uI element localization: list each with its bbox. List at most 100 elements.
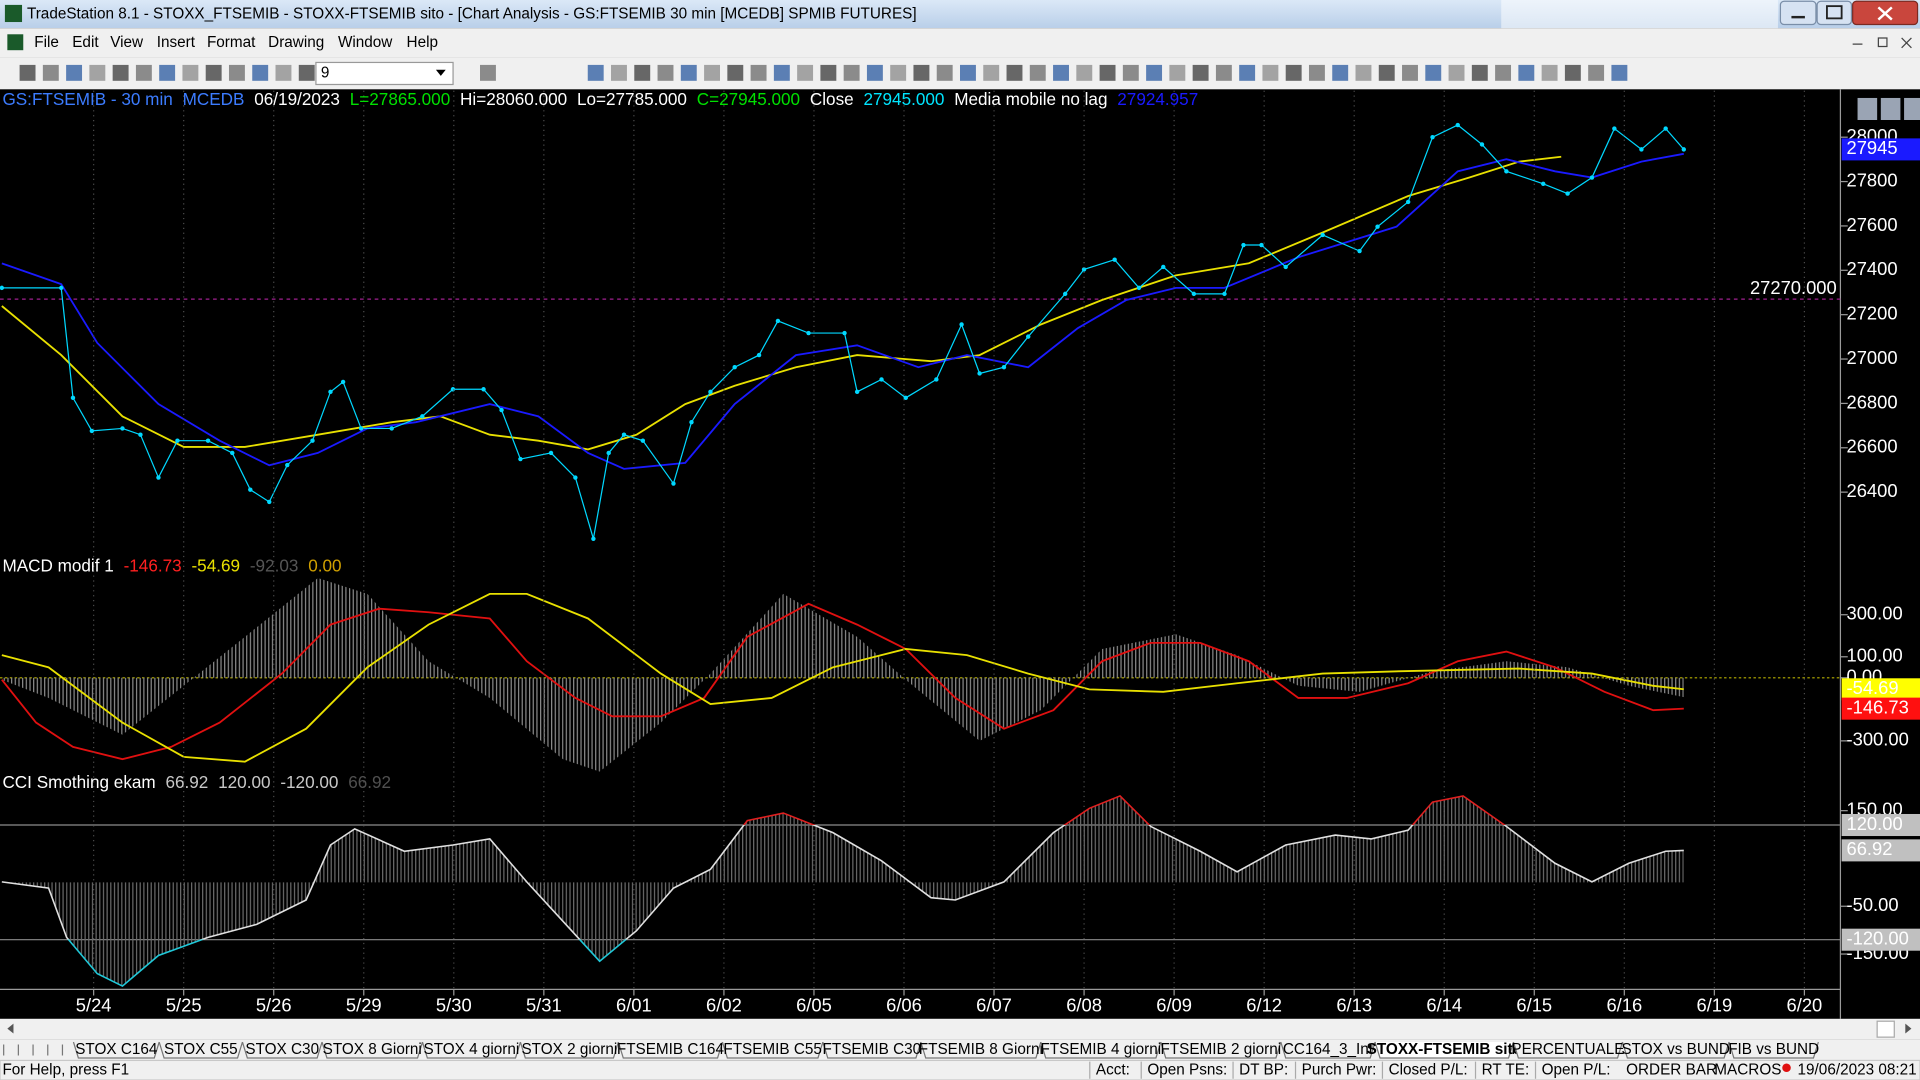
toolbar-icon[interactable] [1122,64,1139,81]
toolbar-icon[interactable] [159,64,176,81]
menu-item[interactable]: Window [338,34,393,51]
toolbar-icon[interactable] [19,64,36,81]
scroll-left[interactable] [7,1023,14,1034]
toolbar-icon[interactable] [1564,64,1581,81]
tab-label[interactable]: PERCENTUALE [1511,1041,1624,1058]
toolbar-icon[interactable] [1099,64,1116,81]
toolbar-icon[interactable] [1402,64,1418,81]
scroll-right[interactable] [1905,1023,1912,1034]
toolbar-icon[interactable] [112,64,129,81]
status-order-bar[interactable]: ORDER BAR [1626,1061,1717,1078]
status-macros[interactable]: MACROS [1714,1061,1781,1078]
tab-label[interactable]: FTSEMIB 2 giorni [1160,1041,1281,1058]
tab-label[interactable]: FTSEMIB C164 [617,1041,725,1058]
tab[interactable] [321,1041,424,1059]
toolbar-icon[interactable] [1541,64,1558,81]
toolbar-icon[interactable] [66,64,83,81]
toolbar-icon[interactable] [1239,64,1256,81]
toolbar-icon[interactable] [913,64,930,81]
toolbar-icon[interactable] [42,64,59,81]
toolbar-icon[interactable] [611,64,627,81]
toolbar-icon[interactable] [298,64,315,81]
toolbar-icon[interactable] [1215,64,1232,81]
tab-label[interactable]: STOX C30 [245,1041,319,1058]
tab[interactable] [1040,1041,1162,1059]
menu-item[interactable]: View [110,34,144,51]
menu-item[interactable]: Help [407,34,438,51]
toolbar-icon[interactable] [1332,64,1349,81]
interval-combo[interactable] [315,61,454,86]
tab-label[interactable]: STOX 4 giorni [424,1041,520,1058]
toolbar-icon[interactable] [135,64,152,81]
toolbar-icon[interactable] [1471,64,1488,81]
mdi-controls[interactable] [1852,37,1912,49]
toolbar-icon[interactable] [182,64,199,81]
toolbar-icon[interactable] [727,64,744,81]
tab[interactable] [822,1041,922,1059]
tab-label[interactable]: STOX C164 [75,1041,158,1058]
toolbar-icon[interactable] [275,64,292,81]
toolbar-icon[interactable] [1355,64,1372,81]
tab-label[interactable]: STOXX-FTSEMIB sito [1367,1041,1522,1058]
toolbar-icon[interactable] [480,64,496,81]
toolbar-icon[interactable] [1169,64,1186,81]
chart-max-button[interactable] [1880,97,1901,120]
menu-item[interactable]: Drawing [268,34,324,51]
toolbar-icon[interactable] [1308,64,1325,81]
tab[interactable] [158,1041,244,1059]
toolbar-icon[interactable] [1588,64,1605,81]
tab-label[interactable]: FTSEMIB 8 Giorni [919,1041,1043,1058]
chart-close-button[interactable] [1904,97,1920,120]
toolbar-icon[interactable] [866,64,883,81]
toolbar-icon[interactable] [983,64,1000,81]
toolbar-icon[interactable] [680,64,697,81]
tab[interactable] [617,1041,724,1059]
toolbar-icon[interactable] [89,64,106,81]
tab[interactable] [519,1041,619,1059]
tab-label[interactable]: STOX 2 giorni [521,1041,617,1058]
toolbar-icon[interactable] [1285,64,1302,81]
tab-label[interactable]: FTSEMIB 4 giorni [1040,1041,1161,1058]
toolbar-icon[interactable] [890,64,907,81]
combo-arrow[interactable] [435,69,446,76]
toolbar-icon[interactable] [1448,64,1465,81]
tab[interactable] [1512,1041,1624,1059]
tab-label[interactable]: FIB vs BUND [1728,1041,1819,1058]
toolbar-icon[interactable] [936,64,953,81]
tab-label[interactable]: FTSEMIB C55 [723,1041,822,1058]
menu-item[interactable]: Format [207,34,256,51]
tab[interactable] [1160,1041,1282,1059]
toolbar-icon[interactable] [960,64,976,81]
tab[interactable] [920,1041,1042,1059]
tab[interactable] [1728,1041,1819,1059]
tab[interactable] [72,1041,160,1059]
toolbar-icon[interactable] [228,64,245,81]
toolbar-icon[interactable] [1518,64,1535,81]
tab-label[interactable]: CC164_3_Int [1283,1041,1374,1058]
tab-label[interactable]: STOX 8 Giorni [323,1041,422,1058]
tab[interactable] [421,1041,521,1059]
toolbar-icon[interactable] [1611,64,1628,81]
toolbar-icon[interactable] [1076,64,1093,81]
toolbar-icon[interactable] [1192,64,1209,81]
toolbar-icon[interactable] [843,64,860,81]
toolbar-icon[interactable] [252,64,269,81]
chart-min-button[interactable] [1857,97,1878,120]
toolbar-icon[interactable] [657,64,674,81]
toolbar-icon[interactable] [1029,64,1046,81]
maximize-button[interactable] [1816,0,1853,26]
toolbar-icon[interactable] [205,64,222,81]
toolbar-icon[interactable] [750,64,767,81]
toolbar-icon[interactable] [704,64,720,81]
toolbar-icon[interactable] [1146,64,1163,81]
tab[interactable] [1621,1041,1730,1059]
tab[interactable] [241,1041,323,1059]
scroll-thumb[interactable] [1876,1020,1895,1038]
toolbar-icon[interactable] [1006,64,1023,81]
minimize-button[interactable] [1779,0,1817,26]
toolbar-icon[interactable] [1425,64,1442,81]
toolbar-icon[interactable] [773,64,790,81]
tab-label[interactable]: FTSEMIB C30 [823,1041,922,1058]
tab[interactable] [721,1041,824,1059]
toolbar-icon[interactable] [1262,64,1279,81]
